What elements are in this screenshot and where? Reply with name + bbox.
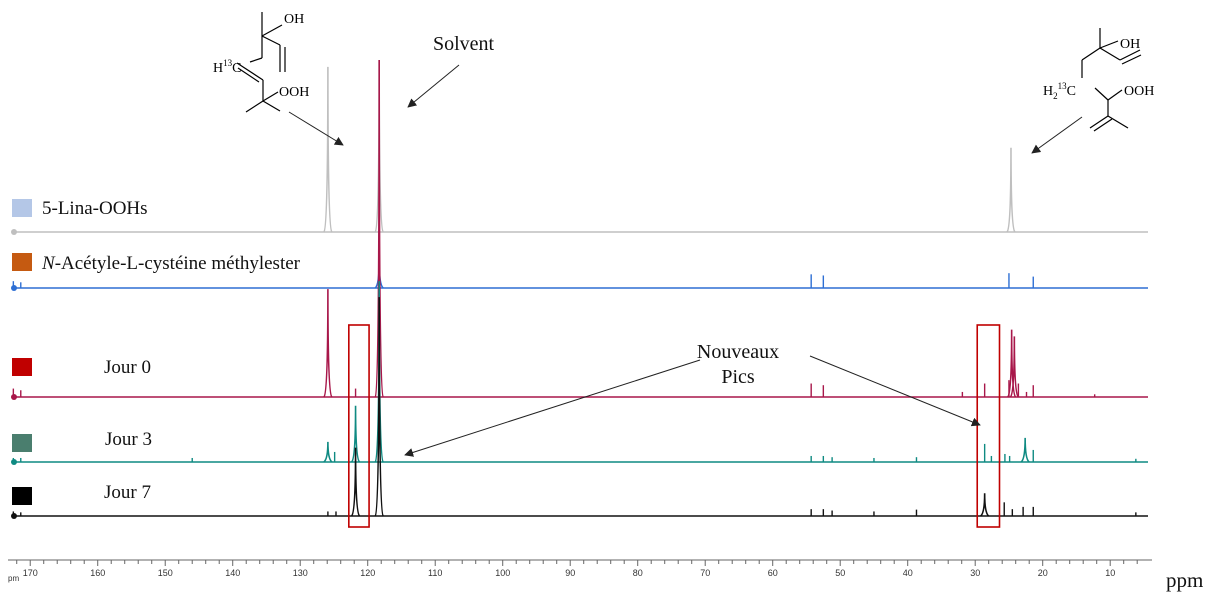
spectrum-peak bbox=[374, 297, 384, 517]
x-axis-tick-label: 50 bbox=[835, 568, 845, 578]
x-axis-tick-label: 10 bbox=[1105, 568, 1115, 578]
x-axis-tick-label: 20 bbox=[1038, 568, 1048, 578]
spectrum-peak bbox=[1006, 147, 1016, 233]
series-2 bbox=[11, 260, 1148, 291]
highlight-boxes bbox=[348, 324, 1001, 528]
x-axis-tick-label: 130 bbox=[293, 568, 308, 578]
series-5 bbox=[11, 297, 1148, 519]
spectra-layer bbox=[11, 59, 1148, 519]
x-axis-tick-label: 120 bbox=[360, 568, 375, 578]
spectrum-peak bbox=[350, 405, 361, 463]
x-axis-tick-label: 40 bbox=[903, 568, 913, 578]
annotation-arrow bbox=[404, 359, 701, 457]
annotation-arrow bbox=[1031, 116, 1083, 154]
left-molecule-labels: OH H13C OOH bbox=[213, 12, 309, 100]
x-axis-tick-label: 90 bbox=[565, 568, 575, 578]
series-origin-dot bbox=[11, 229, 17, 235]
x-axis-tick-label: 160 bbox=[90, 568, 105, 578]
legend-label-acetylcysteine: N-Acétyle-L-cystéine méthylester bbox=[42, 254, 300, 273]
legend-label-jour-7: Jour 7 bbox=[104, 482, 151, 503]
new-peaks-line-2: Pics bbox=[721, 366, 755, 388]
right-carbon-label: H213C bbox=[1043, 81, 1076, 101]
x-axis-tick-label: 170 bbox=[23, 568, 38, 578]
left-carbon-label: H13C bbox=[213, 58, 241, 76]
x-axis-tick-label: 80 bbox=[633, 568, 643, 578]
spectrum-peak bbox=[323, 441, 333, 463]
left-molecule-structure bbox=[236, 12, 286, 113]
series-3 bbox=[11, 59, 1148, 400]
x-axis-tick-label: 70 bbox=[700, 568, 710, 578]
legend-swatch-jour-0 bbox=[12, 358, 32, 376]
x-axis-stub-label: pm bbox=[8, 574, 20, 583]
spectrum-peak bbox=[323, 66, 333, 233]
legend-swatch-jour-7 bbox=[12, 487, 32, 505]
spectrum-peak bbox=[1009, 336, 1020, 398]
annotation-arrow bbox=[809, 355, 981, 427]
right-oh-label: OH bbox=[1120, 37, 1140, 52]
x-axis-tick-label: 110 bbox=[428, 568, 442, 578]
x-axis-tick-label: 60 bbox=[768, 568, 778, 578]
left-ooh-label: OOH bbox=[279, 85, 309, 100]
x-axis-tick-label: 150 bbox=[158, 568, 173, 578]
solvent-annotation: Solvent bbox=[433, 33, 495, 55]
right-molecule-structure bbox=[1081, 28, 1142, 132]
x-axis-tick-label: 100 bbox=[495, 568, 510, 578]
spectrum-peak bbox=[374, 281, 384, 463]
annotation-arrow bbox=[288, 111, 344, 146]
new-peaks-highlight-box-1 bbox=[348, 324, 370, 528]
x-axis-tick-label: 140 bbox=[225, 568, 240, 578]
x-axis-unit-label: ppm bbox=[1166, 568, 1204, 592]
right-molecule-labels: OH H213C OOH bbox=[1043, 37, 1154, 101]
x-axis: 170 160 150 140 130 120 110 100 90 80 70 60 50 40 30 20… bbox=[8, 559, 1152, 578]
legend-swatch-jour-3 bbox=[12, 434, 32, 452]
series-1 bbox=[11, 59, 1148, 235]
right-ooh-label: OOH bbox=[1124, 84, 1154, 99]
legend-label-italic-prefix: N bbox=[42, 253, 55, 274]
legend-swatch-acetylcysteine bbox=[12, 253, 32, 271]
new-peaks-annotation: Nouveaux Pics bbox=[683, 340, 793, 390]
series-4 bbox=[11, 281, 1148, 465]
legend-label-text: -Acétyle-L-cystéine méthylester bbox=[54, 253, 300, 274]
legend-label-5-lina-oohs: 5-Lina-OOHs bbox=[42, 198, 148, 219]
x-axis-tick-label: 30 bbox=[970, 568, 980, 578]
legend-swatch-5-lina-oohs bbox=[12, 199, 32, 217]
left-oh-label: OH bbox=[284, 12, 304, 27]
new-peaks-highlight-box-2 bbox=[976, 324, 1001, 528]
legend-label-jour-0: Jour 0 bbox=[104, 357, 151, 378]
spectrum-peak bbox=[980, 493, 990, 517]
annotation-arrows bbox=[288, 64, 1083, 457]
spectrum-peak bbox=[374, 59, 384, 398]
spectrum-peak bbox=[323, 289, 333, 398]
spectrum-peak bbox=[350, 447, 361, 517]
new-peaks-line-1: Nouveaux bbox=[696, 341, 780, 363]
spectrum-peak bbox=[1006, 329, 1017, 398]
spectrum-peak bbox=[1020, 437, 1030, 463]
annotation-arrow bbox=[407, 64, 460, 108]
legend-label-jour-3: Jour 3 bbox=[105, 429, 152, 450]
